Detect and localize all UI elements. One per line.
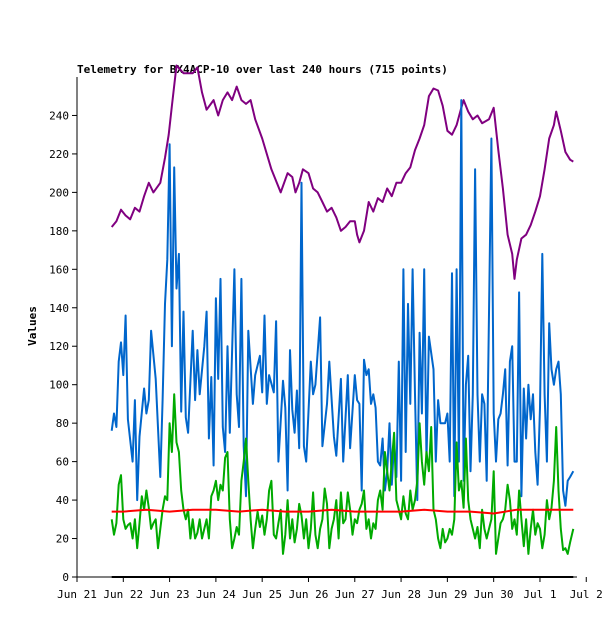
x-tick-label: Jul 2 <box>570 588 603 601</box>
y-tick-label: 20 <box>56 533 69 546</box>
x-tick-label: Jun 23 <box>150 588 190 601</box>
y-tick-label: 0 <box>62 571 69 584</box>
y-tick-label: 60 <box>56 456 69 469</box>
y-tick-label: 240 <box>49 109 69 122</box>
y-tick-label: 80 <box>56 417 69 430</box>
series-3-line <box>111 508 574 515</box>
x-tick-label: Jun 26 <box>289 588 329 601</box>
y-tick-label: 180 <box>49 225 69 238</box>
plot-area <box>110 64 575 578</box>
x-tick-label: Jun 25 <box>242 588 282 601</box>
x-tick-label: Jun 28 <box>381 588 421 601</box>
y-axis-label: Values <box>26 306 39 346</box>
x-tick-label: Jun 24 <box>196 588 236 601</box>
x-tick-label: Jun 29 <box>427 588 467 601</box>
chart-title: Telemetry for BX4ACP-10 over last 240 ho… <box>77 63 448 76</box>
x-tick-label: Jun 30 <box>474 588 514 601</box>
y-tick-label: 40 <box>56 494 69 507</box>
y-tick-label: 140 <box>49 302 69 315</box>
x-tick-label: Jul 1 <box>523 588 556 601</box>
x-tick-label: Jun 27 <box>335 588 375 601</box>
series-2-line <box>110 393 575 555</box>
y-tick-label: 160 <box>49 263 69 276</box>
y-tick-label: 220 <box>49 148 69 161</box>
x-tick-label: Jun 21 <box>57 588 97 601</box>
y-tick-label: 200 <box>49 186 69 199</box>
x-tick-label: Jun 22 <box>103 588 143 601</box>
axes: 0 20 40 60 80 100 120 140 160 180 200 220 240 Jun 21 J… <box>49 77 603 601</box>
series-1-line <box>110 99 575 507</box>
y-tick-label: 120 <box>49 340 69 353</box>
y-tick-label: 100 <box>49 379 69 392</box>
series-0-line <box>110 64 574 280</box>
